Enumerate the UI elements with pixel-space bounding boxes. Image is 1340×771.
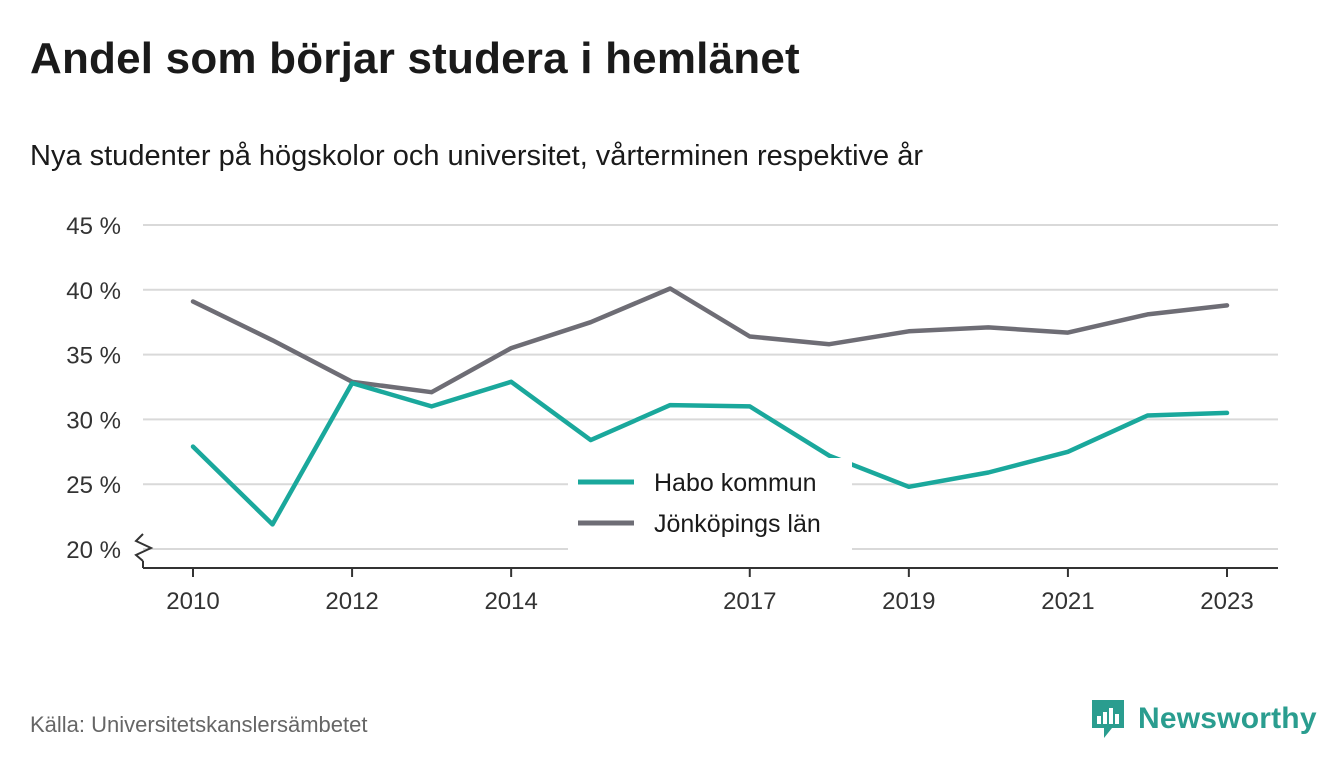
chart-title: Andel som börjar studera i hemlänet <box>30 34 800 83</box>
axes: 45 % 40 % 35 % 30 % 25 % 20 % 2010 2012 2014 2017… <box>66 213 1278 615</box>
chart-subtitle: Nya studenter på högskolor och universit… <box>30 140 923 172</box>
legend-label: Jönköpings län <box>654 510 821 538</box>
x-tick-label: 2010 <box>166 588 219 615</box>
x-tick-label: 2014 <box>484 588 537 615</box>
y-tick-label: 20 % <box>66 537 121 564</box>
y-tick-label: 25 % <box>66 472 121 499</box>
series-line-jonkopings-lan <box>190 286 1230 395</box>
series-lines <box>190 286 1230 527</box>
series-line-habo-kommun <box>190 379 1230 527</box>
y-tick-label: 35 % <box>66 343 121 370</box>
x-tick-label: 2017 <box>723 588 776 615</box>
source-note: Källa: Universitetskanslersämbetet <box>30 712 368 737</box>
legend: Habo kommun Jönköpings län <box>568 458 852 550</box>
newsworthy-logo-icon <box>1092 700 1124 738</box>
axis-break-icon <box>134 533 154 562</box>
y-tick-label: 30 % <box>66 407 121 434</box>
legend-label: Habo kommun <box>654 469 817 497</box>
x-tick-label: 2012 <box>325 588 378 615</box>
x-tick-label: 2019 <box>882 588 935 615</box>
y-tick-label: 40 % <box>66 278 121 305</box>
brand-name: Newsworthy <box>1138 702 1317 735</box>
y-tick-label: 45 % <box>66 213 121 240</box>
x-tick-label: 2021 <box>1041 588 1094 615</box>
brand-logo-block: Newsworthy <box>1090 698 1317 740</box>
legend-background <box>568 458 852 550</box>
x-tick-label: 2023 <box>1200 588 1253 615</box>
